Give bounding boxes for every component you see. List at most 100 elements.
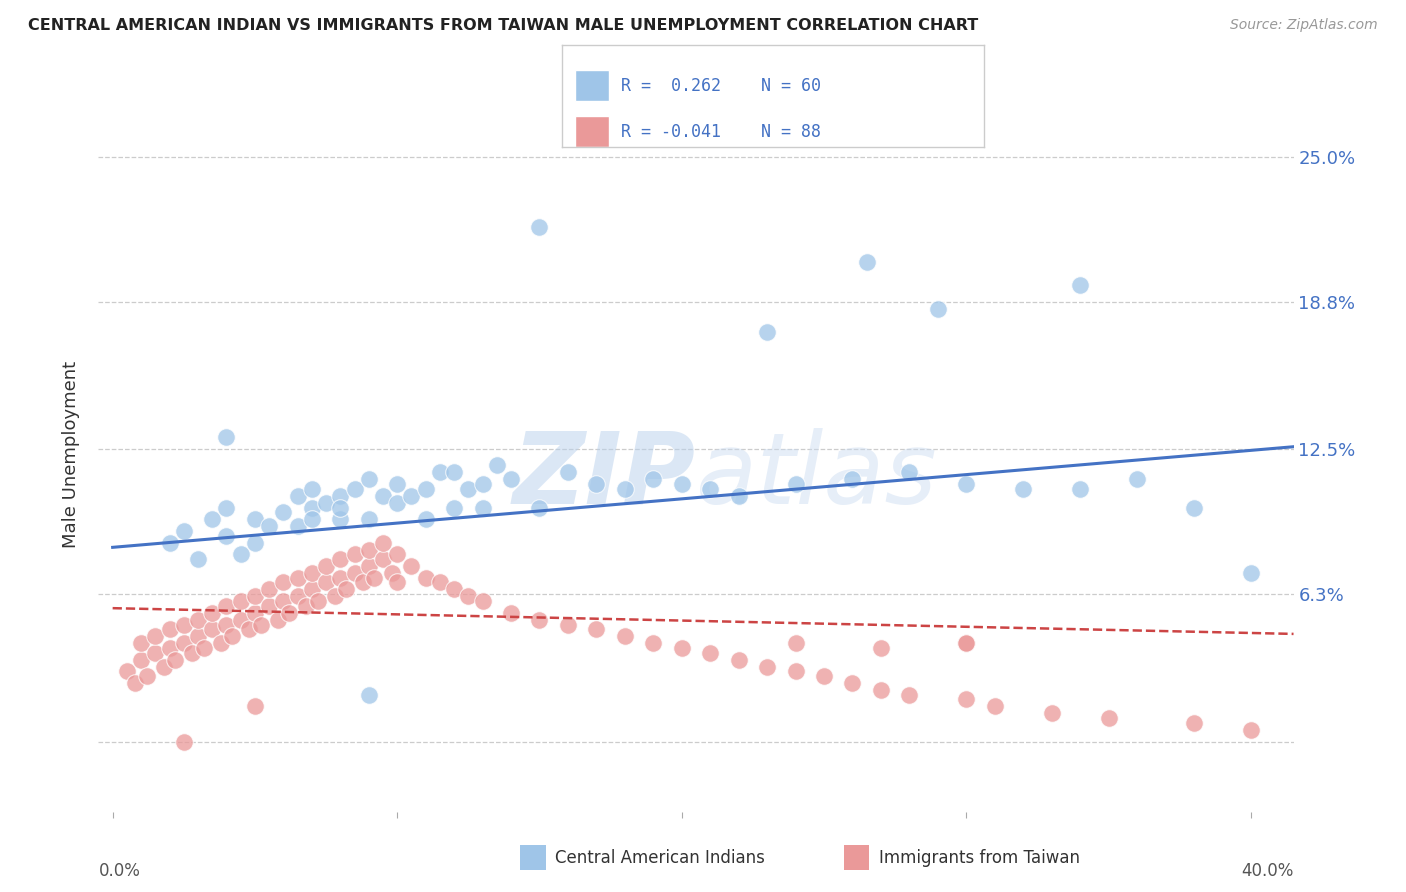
Point — [243, 590, 266, 604]
Point — [443, 466, 465, 480]
Point — [385, 575, 409, 590]
Point — [841, 676, 863, 690]
Point — [727, 489, 749, 503]
Y-axis label: Male Unemployment: Male Unemployment — [62, 361, 80, 549]
Point — [273, 505, 295, 519]
Text: CENTRAL AMERICAN INDIAN VS IMMIGRANTS FROM TAIWAN MALE UNEMPLOYMENT CORRELATION : CENTRAL AMERICAN INDIAN VS IMMIGRANTS FR… — [28, 18, 979, 33]
FancyBboxPatch shape — [575, 70, 609, 101]
Point — [385, 547, 409, 561]
Point — [173, 734, 195, 748]
Point — [443, 582, 465, 597]
Point — [371, 552, 394, 566]
Point — [727, 653, 749, 667]
Point — [585, 622, 607, 636]
Point — [315, 496, 337, 510]
Point — [215, 430, 238, 444]
Point — [855, 255, 877, 269]
Point — [329, 500, 352, 515]
Point — [129, 653, 152, 667]
Point — [699, 646, 721, 660]
Point — [613, 629, 636, 643]
Point — [315, 559, 337, 574]
Point — [287, 489, 309, 503]
Point — [1069, 482, 1091, 496]
Point — [243, 512, 266, 526]
Point — [301, 582, 323, 597]
Point — [159, 622, 181, 636]
Point — [385, 477, 409, 491]
Point — [329, 512, 352, 526]
Point — [295, 599, 318, 613]
Point — [984, 699, 1007, 714]
Point — [380, 566, 402, 580]
Point — [165, 653, 187, 667]
Point — [756, 659, 779, 673]
Point — [429, 466, 451, 480]
Point — [613, 482, 636, 496]
Point — [529, 500, 551, 515]
Point — [301, 500, 323, 515]
Point — [143, 646, 166, 660]
Point — [1182, 715, 1205, 730]
Point — [267, 613, 290, 627]
Point — [173, 636, 195, 650]
Text: R = -0.041    N = 88: R = -0.041 N = 88 — [621, 123, 821, 141]
Point — [215, 528, 238, 542]
Point — [385, 496, 409, 510]
Point — [415, 571, 437, 585]
Point — [257, 599, 280, 613]
Point — [323, 590, 346, 604]
Point — [841, 473, 863, 487]
Point — [813, 669, 835, 683]
Point — [243, 606, 266, 620]
Point — [785, 477, 807, 491]
Point — [301, 566, 323, 580]
Point — [129, 636, 152, 650]
Point — [278, 606, 301, 620]
Point — [173, 617, 195, 632]
Point — [249, 617, 271, 632]
Point — [187, 613, 209, 627]
Point — [215, 599, 238, 613]
Point — [201, 606, 224, 620]
Point — [699, 482, 721, 496]
Point — [243, 699, 266, 714]
Point — [209, 636, 232, 650]
Point — [429, 575, 451, 590]
Point — [201, 622, 224, 636]
Point — [287, 571, 309, 585]
Point — [301, 482, 323, 496]
Point — [443, 500, 465, 515]
Point — [363, 571, 385, 585]
Point — [215, 617, 238, 632]
Point — [557, 466, 579, 480]
Point — [243, 535, 266, 549]
Point — [485, 458, 508, 473]
Point — [471, 500, 494, 515]
Point — [135, 669, 157, 683]
Point — [173, 524, 195, 538]
Point — [585, 477, 607, 491]
Point — [159, 535, 181, 549]
Text: 0.0%: 0.0% — [98, 862, 141, 880]
Point — [287, 590, 309, 604]
Point — [401, 559, 423, 574]
Point — [193, 640, 215, 655]
Point — [927, 301, 949, 316]
Point — [785, 665, 807, 679]
Point — [357, 512, 380, 526]
Point — [499, 606, 522, 620]
Point — [1182, 500, 1205, 515]
Point — [898, 688, 921, 702]
Point — [1069, 278, 1091, 293]
Point — [343, 566, 366, 580]
Point — [143, 629, 166, 643]
Point — [273, 575, 295, 590]
Text: 40.0%: 40.0% — [1241, 862, 1294, 880]
Point — [401, 489, 423, 503]
Point — [329, 571, 352, 585]
Text: Central American Indians: Central American Indians — [555, 849, 765, 867]
Point — [357, 542, 380, 557]
Point — [1126, 473, 1149, 487]
Point — [229, 613, 252, 627]
